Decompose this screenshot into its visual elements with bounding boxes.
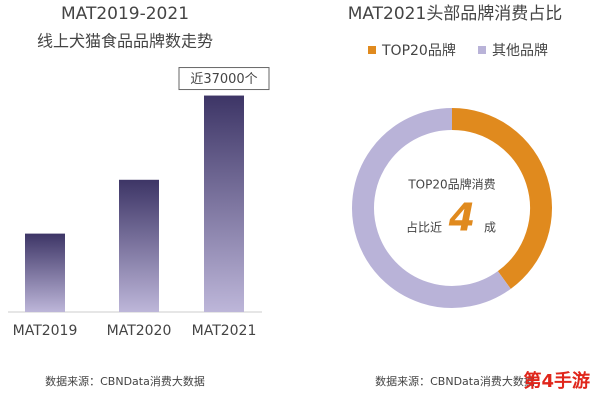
x-tick-label: MAT2019 [13,323,78,339]
bar [25,233,65,312]
value-label-box [178,67,270,91]
bar [204,95,244,312]
donut-segment [352,108,511,308]
chart-title: MAT2021头部品牌消费占比 [348,4,563,24]
center-label: TOP20品牌消费 [407,178,495,192]
legend-swatch [478,46,486,54]
x-tick-label: MAT2021 [192,323,257,339]
legend-swatch [368,46,376,54]
center-label: 占比近 [406,220,442,235]
chart-title: MAT2019-2021 [61,4,189,24]
legend-label: 其他品牌 [492,42,548,59]
source: 数据来源：CBNData消费大数据 [45,374,205,388]
value-label: 近37000个 [190,72,257,87]
center-label: 成 [484,221,496,235]
center-number: 4 [448,196,475,240]
chart-subtitle: 线上犬猫食品品牌数走势 [37,32,213,51]
legend-label: TOP20品牌 [381,42,456,59]
watermark-logo: 第4手游 [523,370,590,392]
source: 数据来源：CBNData消费大数据 [375,374,535,388]
bar [119,179,159,312]
donut-segment [451,108,552,289]
x-tick-label: MAT2020 [107,323,172,339]
